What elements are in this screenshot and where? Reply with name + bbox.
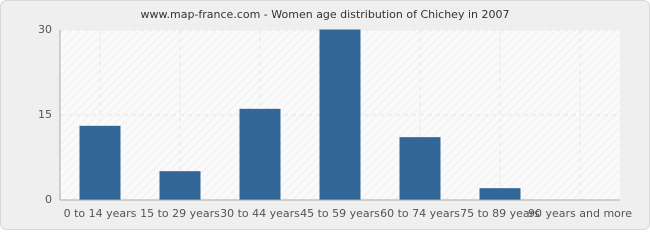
x-tick-label: 45 to 59 years — [300, 207, 380, 220]
x-tick-label: 15 to 29 years — [140, 207, 220, 220]
bar — [79, 125, 121, 201]
bar — [159, 171, 201, 201]
x-tick-label: 0 to 14 years — [64, 207, 137, 220]
x-tick-label: 30 to 44 years — [220, 207, 300, 220]
bar — [479, 188, 521, 201]
y-tick-label: 30 — [38, 23, 52, 36]
x-tick-label: 60 to 74 years — [380, 207, 460, 220]
bar — [319, 29, 361, 201]
bar — [239, 108, 281, 201]
bar — [399, 137, 441, 201]
x-tick-label: 75 to 89 years — [460, 207, 540, 220]
chart: www.map-france.com - Women age distribut… — [0, 0, 650, 230]
y-tick-label: 15 — [38, 108, 52, 121]
x-tick-label: 90 years and more — [528, 207, 632, 220]
y-tick-label: 0 — [45, 193, 52, 206]
chart-title: www.map-france.com - Women age distribut… — [141, 8, 510, 21]
